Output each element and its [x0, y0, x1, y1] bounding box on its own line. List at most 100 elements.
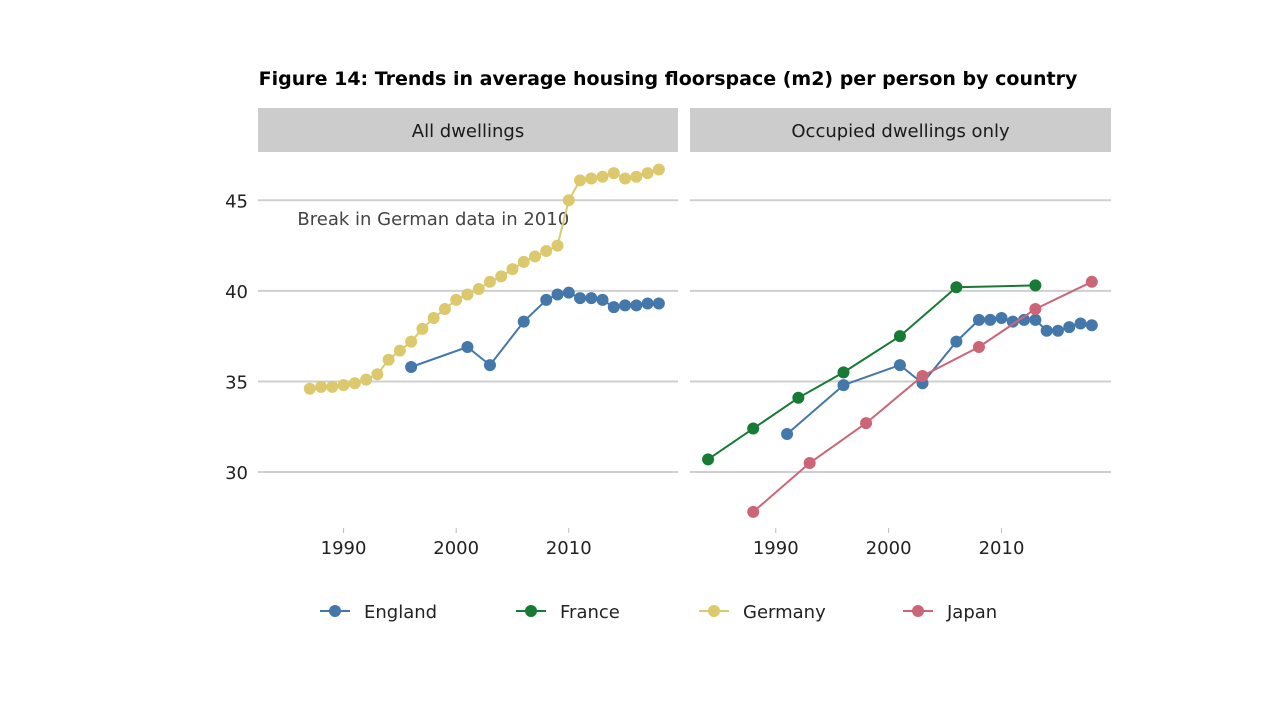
x-tick-label: 1990 [753, 538, 799, 559]
data-point [562, 194, 575, 207]
legend: England France Germany Japan [320, 602, 997, 623]
legend-item-japan: Japan [903, 602, 997, 623]
data-point [517, 315, 530, 328]
x-tick-label: 2010 [546, 538, 592, 559]
data-point [382, 353, 395, 366]
data-point [1085, 275, 1098, 288]
y-tick-label: 35 [225, 372, 248, 393]
data-point [702, 453, 715, 466]
data-point [1051, 324, 1064, 337]
data-point [1074, 317, 1087, 330]
data-point [596, 293, 609, 306]
data-point [792, 391, 805, 404]
series-england [781, 312, 1098, 440]
data-point [619, 299, 632, 312]
data-point [574, 292, 587, 305]
data-point [630, 170, 643, 183]
data-point [393, 344, 406, 357]
data-point [630, 299, 643, 312]
data-point [984, 313, 997, 326]
series-germany [303, 163, 665, 395]
panel-all-dwellings: All dwellings 1990 2000 2010 Break in German… [258, 108, 678, 559]
x-tick-label: 2000 [433, 538, 479, 559]
data-point [461, 288, 474, 301]
legend-label: England [364, 602, 437, 623]
x-tick-label: 2010 [979, 538, 1025, 559]
data-point [1018, 313, 1031, 326]
data-point [1063, 321, 1076, 334]
x-tick-label: 1990 [321, 538, 367, 559]
data-point [607, 167, 620, 180]
data-point [483, 359, 496, 372]
data-point [540, 293, 553, 306]
data-point [652, 163, 665, 176]
legend-label: Japan [946, 602, 997, 623]
data-point [416, 322, 429, 335]
y-tick-label: 45 [225, 191, 248, 212]
data-point [551, 239, 564, 252]
data-point [450, 293, 463, 306]
data-point [528, 250, 541, 263]
data-point [438, 302, 451, 315]
data-point [360, 373, 373, 386]
legend-label: Germany [743, 602, 826, 623]
data-point [303, 382, 316, 395]
data-point [1029, 302, 1042, 315]
data-point [348, 377, 361, 390]
series-line [707, 284, 1036, 461]
data-point [995, 312, 1008, 325]
legend-marker [329, 605, 341, 617]
panel-title: Occupied dwellings only [791, 121, 1010, 142]
data-point [893, 359, 906, 372]
data-point [641, 297, 654, 310]
data-point [1006, 315, 1019, 328]
data-point [574, 174, 587, 187]
legend-item-france: France [516, 602, 620, 623]
legend-item-england: England [320, 602, 437, 623]
data-point [1029, 313, 1042, 326]
x-tick-label: 2000 [866, 538, 912, 559]
data-point [619, 172, 632, 185]
data-point [781, 427, 794, 440]
data-point [540, 245, 553, 258]
data-point [747, 422, 760, 435]
data-point [972, 341, 985, 354]
legend-marker [525, 605, 537, 617]
data-point [1085, 319, 1098, 332]
legend-marker [708, 605, 720, 617]
data-point [405, 335, 418, 348]
annotation: Break in German data in 2010 [297, 209, 569, 230]
data-point [405, 360, 418, 373]
data-point [506, 263, 519, 276]
data-point [803, 456, 816, 469]
y-tick-label: 30 [225, 463, 248, 484]
series-england [405, 286, 665, 373]
data-point [1040, 324, 1053, 337]
data-point [607, 301, 620, 314]
data-point [495, 270, 508, 283]
data-point [585, 172, 598, 185]
data-point [585, 292, 598, 305]
data-point [315, 380, 328, 393]
legend-marker [912, 605, 924, 617]
data-point [916, 370, 929, 383]
panel-title: All dwellings [412, 121, 524, 142]
panel-strip [258, 108, 678, 152]
data-point [1029, 279, 1042, 292]
data-point [837, 379, 850, 392]
panel-occupied-dwellings: Occupied dwellings only 1990 2000 2010 [690, 108, 1111, 559]
data-point [860, 417, 873, 430]
data-point [551, 288, 564, 301]
data-point [747, 505, 760, 518]
data-point [427, 312, 440, 325]
data-point [337, 379, 350, 392]
data-point [562, 286, 575, 299]
data-point [972, 313, 985, 326]
legend-label: France [560, 602, 620, 623]
data-point [472, 283, 485, 296]
data-point [950, 281, 963, 294]
panel-strip [690, 108, 1111, 152]
data-point [893, 330, 906, 343]
data-point [461, 341, 474, 354]
